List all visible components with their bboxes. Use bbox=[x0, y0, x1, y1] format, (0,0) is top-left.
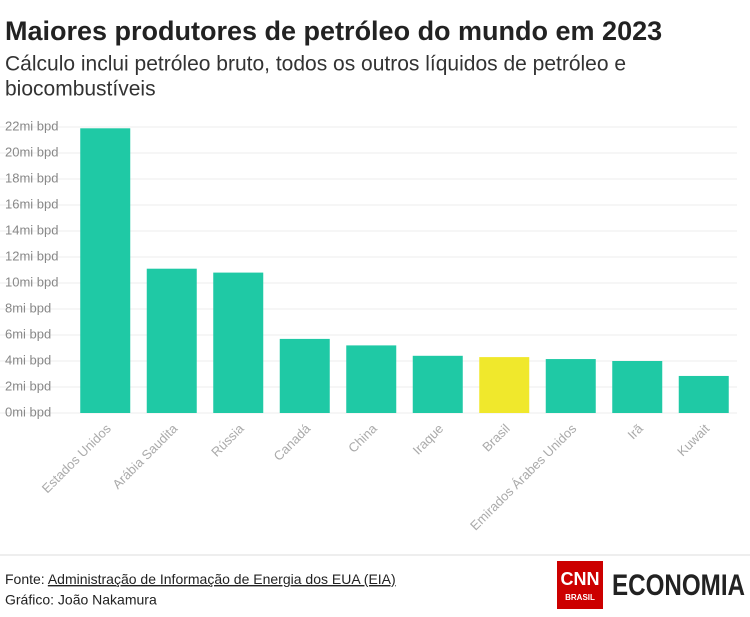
bar bbox=[612, 361, 663, 413]
credit: Gráfico: João Nakamura bbox=[5, 592, 157, 608]
bar bbox=[479, 357, 530, 413]
bar bbox=[213, 272, 264, 413]
x-tick-label: Irã bbox=[624, 420, 646, 442]
chart-subtitle: Cálculo inclui petróleo bruto, todos os … bbox=[5, 53, 626, 76]
logo-box bbox=[557, 561, 603, 609]
y-tick-label: 12mi bpd bbox=[5, 248, 58, 263]
y-tick-label: 4mi bpd bbox=[5, 352, 51, 367]
source: Fonte: Administração de Informação de En… bbox=[5, 571, 396, 587]
x-tick-label: Kuwait bbox=[674, 421, 712, 459]
bar bbox=[346, 345, 397, 413]
x-tick-label: Rússia bbox=[208, 420, 247, 459]
y-tick-label: 18mi bpd bbox=[5, 170, 58, 185]
y-tick-label: 14mi bpd bbox=[5, 222, 58, 237]
x-tick-label: Estados Unidos bbox=[39, 421, 114, 496]
bar bbox=[80, 128, 131, 414]
source-link[interactable]: Administração de Informação de Energia d… bbox=[48, 571, 396, 587]
y-tick-label: 0mi bpd bbox=[5, 404, 51, 419]
bar bbox=[545, 359, 596, 413]
y-tick-label: 10mi bpd bbox=[5, 274, 58, 289]
x-tick-label: China bbox=[345, 420, 380, 455]
chart-subtitle: biocombustíveis bbox=[5, 78, 156, 101]
x-tick-label: Canadá bbox=[270, 420, 313, 463]
bar bbox=[412, 355, 463, 413]
x-tick-label: Emirados Árabes Unidos bbox=[467, 421, 580, 534]
bar bbox=[146, 268, 197, 413]
y-tick-label: 22mi bpd bbox=[5, 118, 58, 133]
y-tick-label: 16mi bpd bbox=[5, 196, 58, 211]
bar bbox=[678, 375, 729, 413]
logo-section: ECONOMIA bbox=[612, 569, 745, 602]
y-tick-label: 8mi bpd bbox=[5, 300, 51, 315]
x-tick-label: Brasil bbox=[479, 421, 513, 455]
bar bbox=[279, 338, 330, 413]
logo-brasil: BRASIL bbox=[565, 593, 595, 602]
y-tick-label: 6mi bpd bbox=[5, 326, 51, 341]
source-label: Fonte: bbox=[5, 571, 45, 587]
logo-cnn: CNN bbox=[561, 569, 600, 589]
chart-title: Maiores produtores de petróleo do mundo … bbox=[5, 16, 662, 46]
y-tick-label: 2mi bpd bbox=[5, 378, 51, 393]
y-tick-label: 20mi bpd bbox=[5, 144, 58, 159]
x-tick-label: Arábia Saudita bbox=[109, 420, 180, 491]
x-tick-label: Iraque bbox=[410, 421, 447, 458]
